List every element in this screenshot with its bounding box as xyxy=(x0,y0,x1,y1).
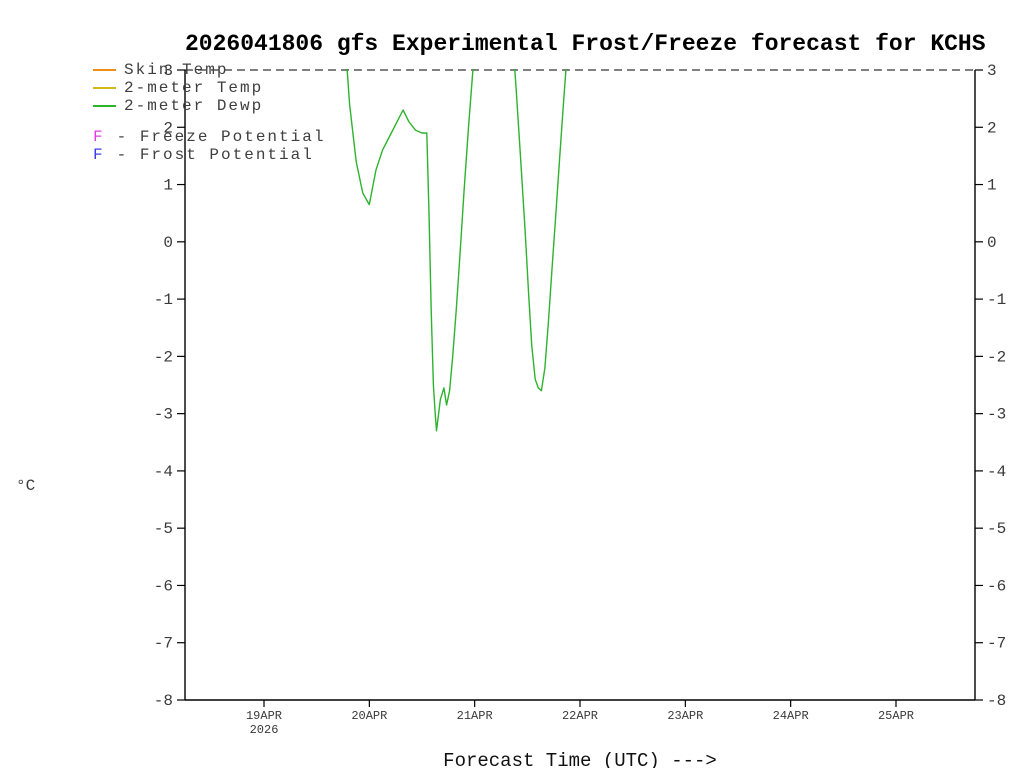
y-tick-label: -6 xyxy=(154,577,173,595)
y-tick-label-right: -5 xyxy=(987,520,1006,538)
legend-item-2m-dewp: 2-meter Dewp xyxy=(93,97,325,115)
legend-label-freeze-potential: - Freeze Potential xyxy=(116,128,326,146)
x-axis-label: Forecast Time (UTC) ---> xyxy=(443,750,717,768)
frost-potential-marker: F xyxy=(93,146,105,164)
y-tick-label: -3 xyxy=(154,406,173,424)
y-tick-label-right: 2 xyxy=(987,119,997,137)
y-tick-label: -4 xyxy=(154,463,173,481)
x-tick-label: 22APR xyxy=(562,709,598,723)
legend-item-2m-temp: 2-meter Temp xyxy=(93,79,325,97)
x-tick-label: 19APR xyxy=(246,709,282,723)
legend-label-frost-potential: - Frost Potential xyxy=(116,146,314,164)
legend-item-frost-potential: F - Frost Potential xyxy=(93,146,325,164)
legend-label-skin-temp: Skin Temp xyxy=(124,61,229,79)
series-line-2-meter-dewp xyxy=(346,69,567,432)
x-tick-label: 24APR xyxy=(773,709,809,723)
legend-item-skin-temp: Skin Temp xyxy=(93,61,325,79)
2m-dewp-line-swatch xyxy=(93,105,116,107)
skin-temp-line-swatch xyxy=(93,69,116,71)
chart-title: 2026041806 gfs Experimental Frost/Freeze… xyxy=(185,31,986,57)
y-tick-label-right: -3 xyxy=(987,406,1006,424)
y-tick-label-right: 1 xyxy=(987,177,997,195)
x-tick-label: 25APR xyxy=(878,709,914,723)
y-tick-label: 1 xyxy=(163,177,173,195)
x-tick-label: 20APR xyxy=(351,709,387,723)
y-tick-label: -1 xyxy=(154,291,173,309)
y-tick-label: -7 xyxy=(154,635,173,653)
y-axis-unit-label: °C xyxy=(16,477,36,495)
y-tick-label-right: 3 xyxy=(987,62,997,80)
legend-item-freeze-potential: F - Freeze Potential xyxy=(93,128,325,146)
y-tick-label: 0 xyxy=(163,234,173,252)
y-tick-label: 3 xyxy=(163,62,173,80)
y-tick-label-right: -6 xyxy=(987,577,1006,595)
y-tick-label-right: -1 xyxy=(987,291,1006,309)
y-tick-label-right: -4 xyxy=(987,463,1006,481)
y-tick-label-right: 0 xyxy=(987,234,997,252)
freeze-potential-marker: F xyxy=(93,128,105,146)
y-tick-label: -2 xyxy=(154,348,173,366)
y-tick-label: -5 xyxy=(154,520,173,538)
x-tick-label: 21APR xyxy=(457,709,493,723)
legend: Skin Temp 2-meter Temp 2-meter Dewp F - … xyxy=(93,61,325,164)
x-tick-label: 23APR xyxy=(667,709,703,723)
y-tick-label: -8 xyxy=(154,692,173,710)
y-tick-label-right: -2 xyxy=(987,348,1006,366)
legend-label-2m-temp: 2-meter Temp xyxy=(124,79,264,97)
2m-temp-line-swatch xyxy=(93,87,116,89)
y-tick-label-right: -8 xyxy=(987,692,1006,710)
y-tick-label-right: -7 xyxy=(987,635,1006,653)
x-axis-year-label: 2026 xyxy=(250,723,279,737)
legend-label-2m-dewp: 2-meter Dewp xyxy=(124,97,264,115)
y-tick-label: 2 xyxy=(163,119,173,137)
